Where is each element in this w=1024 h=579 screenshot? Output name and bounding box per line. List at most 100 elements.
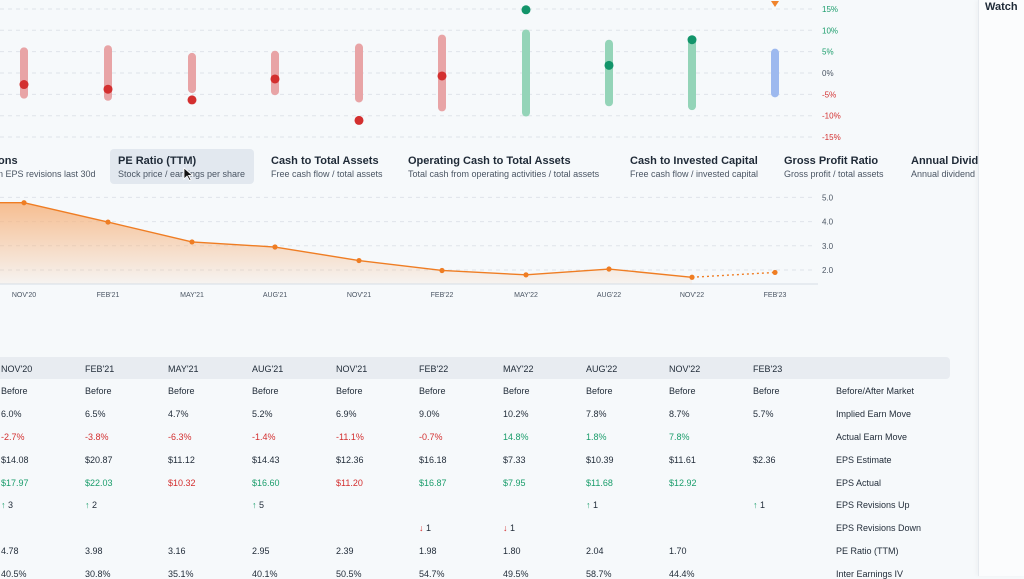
table-cell: 30.8% <box>85 569 111 579</box>
table-cell: 6.5% <box>85 409 106 419</box>
table-cell: $10.32 <box>168 478 196 488</box>
axis-tick-label: 5% <box>822 48 834 57</box>
watch-button[interactable]: Watch <box>985 1 1018 13</box>
table-cell: -11.1% <box>336 432 364 442</box>
table-cell: 2.04 <box>586 546 604 556</box>
table-cell: 6.0% <box>1 409 22 419</box>
table-cell: 35.1% <box>168 569 194 579</box>
pe-point <box>21 200 27 206</box>
metric-subtitle: Annual dividend <box>911 169 976 179</box>
table-cell: $17.97 <box>1 478 29 488</box>
column-header: FEB'23 <box>753 364 783 374</box>
metric-title: Cash to Invested Capital <box>630 155 758 167</box>
table-cell: Before <box>168 386 195 396</box>
metric-title: PE Ratio (TTM) <box>118 155 197 167</box>
right-side-panel <box>978 0 1024 576</box>
row-label: EPS Revisions Down <box>836 523 922 533</box>
axis-tick-label: 15% <box>822 5 838 14</box>
table-cell: ↓ 1 <box>503 523 515 533</box>
table-cell: ↑ 2 <box>85 500 97 510</box>
table-header-bar <box>0 357 950 379</box>
metric-card-cash-to-invested-capital[interactable]: Cash to Invested Capital Free cash flow … <box>623 149 768 184</box>
table-cell: Before <box>1 386 28 396</box>
axis-tick-label: -5% <box>822 90 836 99</box>
column-header: NOV'22 <box>669 364 701 374</box>
x-tick-label: NOV'20 <box>12 292 36 299</box>
revision-count: 5 <box>259 500 265 510</box>
table-cell: 1.80 <box>503 546 521 556</box>
table-cell: 7.8% <box>669 432 690 442</box>
pe-point <box>772 269 778 276</box>
table-cell: 2.39 <box>336 546 354 556</box>
actual-move-dot <box>354 115 364 125</box>
table-cell: -0.7% <box>419 432 443 442</box>
pe-point <box>606 266 612 272</box>
table-cell: Before <box>85 386 112 396</box>
pe-point <box>439 267 445 274</box>
table-cell: 4.78 <box>1 546 19 556</box>
table-cell: 8.7% <box>669 409 690 419</box>
metric-card-pe-ratio[interactable]: PE Ratio (TTM) Stock price / earnings pe… <box>110 149 254 184</box>
metric-title: ons <box>0 155 18 167</box>
axis-tick-label: 5.0 <box>822 193 834 202</box>
arrow-up-icon: ↑ <box>586 500 594 510</box>
table-cell: 3.16 <box>168 546 186 556</box>
pe-point <box>356 257 362 264</box>
table-cell: Before <box>336 386 363 396</box>
arrow-up-icon: ↑ <box>85 500 93 510</box>
metric-card-eps-revisions[interactable]: ons n EPS revisions last 30d <box>0 149 96 184</box>
x-tick-label: NOV'22 <box>680 292 704 299</box>
metric-card-gross-profit-ratio[interactable]: Gross Profit Ratio Gross profit / total … <box>777 149 897 184</box>
table-cell: Before <box>753 386 780 396</box>
table-cell: $10.39 <box>586 455 614 465</box>
axis-tick-label: -15% <box>822 133 841 142</box>
table-cell: $14.43 <box>252 455 280 465</box>
revision-count: 2 <box>92 500 98 510</box>
table-cell: $12.92 <box>669 478 697 488</box>
actual-move-dot <box>437 71 447 81</box>
table-cell: 10.2% <box>503 409 529 419</box>
table-cell: 2.95 <box>252 546 270 556</box>
table-cell: 40.1% <box>252 569 278 579</box>
table-cell: ↑ 1 <box>753 500 765 510</box>
table-cell: Before <box>503 386 530 396</box>
pe-point <box>105 219 111 225</box>
arrow-up-icon: ↑ <box>252 500 260 510</box>
table-cell: 54.7% <box>419 569 445 579</box>
pe-point <box>189 239 195 245</box>
table-cell: $7.95 <box>503 478 526 488</box>
revision-count: 1 <box>593 500 599 510</box>
column-header: AUG'21 <box>252 364 284 374</box>
metric-card-annual-dividend[interactable]: Annual Divide Annual dividend <box>904 149 978 184</box>
table-cell: ↑ 1 <box>586 500 598 510</box>
column-header: AUG'22 <box>586 364 618 374</box>
table-cell: 40.5% <box>1 569 27 579</box>
x-tick-label: FEB'21 <box>97 292 120 299</box>
table-cell: $11.12 <box>168 455 195 465</box>
row-label: PE Ratio (TTM) <box>836 546 899 556</box>
table-cell: $16.18 <box>419 455 447 465</box>
row-label: Actual Earn Move <box>836 432 908 442</box>
pe-point <box>689 274 695 280</box>
axis-tick-label: 0% <box>822 69 834 78</box>
axis-tick-label: -10% <box>822 112 841 121</box>
table-cell: ↑ 3 <box>1 500 13 510</box>
column-header: NOV'20 <box>1 364 33 374</box>
table-cell: $16.60 <box>252 478 280 488</box>
table-cell: 4.7% <box>168 409 189 419</box>
metric-title: Annual Divide <box>911 155 978 167</box>
table-cell: ↓ 1 <box>419 523 431 533</box>
metric-card-cash-to-total-assets[interactable]: Cash to Total Assets Free cash flow / to… <box>264 149 394 184</box>
axis-tick-label: 3.0 <box>822 242 834 251</box>
revision-count: 3 <box>8 500 14 510</box>
table-cell: Before <box>586 386 613 396</box>
metric-subtitle: Gross profit / total assets <box>784 169 884 179</box>
x-tick-label: FEB'22 <box>431 292 454 299</box>
x-tick-label: NOV'21 <box>347 292 371 299</box>
metric-title: Cash to Total Assets <box>271 155 379 167</box>
table-cell: 1.8% <box>586 432 607 442</box>
table-cell: 5.2% <box>252 409 273 419</box>
table-cell: 9.0% <box>419 409 440 419</box>
earnings-range-chart: 15% 10% 5% 0% -5% -10% -15% <box>0 1 841 142</box>
metric-card-operating-cash[interactable]: Operating Cash to Total Assets Total cas… <box>401 149 615 184</box>
